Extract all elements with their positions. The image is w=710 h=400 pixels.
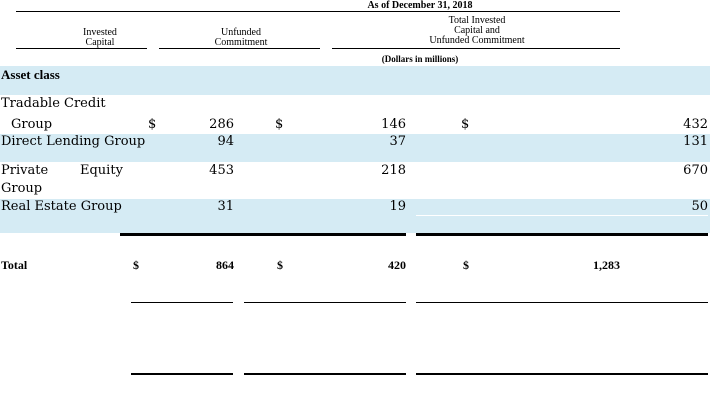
section-label: Asset class <box>1 67 60 82</box>
col-header-total-line3: Unfunded Commitment <box>429 35 525 46</box>
row-real-estate-band <box>0 199 710 233</box>
row-real-estate-unfunded: 19 <box>389 199 406 214</box>
col-header-total-line2: Capital and <box>454 25 500 36</box>
col-header-unfunded-line1: Unfunded <box>221 27 261 38</box>
bottom-rule-1c <box>416 302 708 303</box>
row-real-estate-total: 50 <box>691 199 708 214</box>
total-cur1: $ <box>133 258 139 272</box>
row-private-equity-unfunded: 218 <box>381 163 406 178</box>
col-header-total-rule <box>332 48 620 49</box>
row-tradable-credit-cur1: $ <box>148 117 157 132</box>
bottom-rule-1b <box>244 302 406 303</box>
units-label: (Dollars in millions) <box>381 54 459 64</box>
bottom-rule-1a <box>131 302 233 303</box>
row-direct-lending-unfunded: 37 <box>389 134 406 149</box>
col-header-unfunded: Unfunded Commitment <box>196 28 286 48</box>
row-tradable-credit-label-line1: Tradable Credit <box>1 96 106 111</box>
subtotal-thick-rule-2 <box>416 233 708 236</box>
header-top-rule <box>16 11 620 12</box>
row-private-equity-total: 670 <box>683 163 708 178</box>
total-cur3: $ <box>463 258 469 272</box>
col-header-invested-line1: Invested <box>83 27 117 38</box>
row-tradable-credit-label-line2: Group <box>11 117 53 132</box>
total-invested: 864 <box>216 258 234 272</box>
period-heading: As of December 31, 2018 <box>367 0 473 11</box>
row-real-estate-label: Real Estate Group <box>1 199 122 214</box>
total-cur2: $ <box>277 258 283 272</box>
row-real-estate-invested: 31 <box>217 199 234 214</box>
col-header-invested-line2: Capital <box>85 37 115 48</box>
row-private-equity-label-line1: Private <box>1 163 49 178</box>
col-header-invested: Invested Capital <box>60 28 140 48</box>
row-private-equity-invested: 453 <box>209 163 234 178</box>
row-real-estate-total-underline <box>416 215 708 216</box>
row-tradable-credit-invested: 286 <box>209 117 234 132</box>
row-tradable-credit-cur2: $ <box>275 117 284 132</box>
row-direct-lending-total: 131 <box>683 134 708 149</box>
subtotal-thick-rule-1 <box>120 233 406 236</box>
row-direct-lending-label: Direct Lending Group <box>1 134 146 149</box>
row-direct-lending-band <box>0 134 710 162</box>
bottom-rule-2a <box>131 373 233 375</box>
col-header-unfunded-rule <box>159 48 320 49</box>
row-private-equity-label-line2: Group <box>1 181 43 196</box>
row-private-equity-label-mid: Equity <box>80 163 123 178</box>
total-unfunded: 420 <box>388 258 406 272</box>
col-header-total: Total Invested Capital and Unfunded Comm… <box>412 16 542 46</box>
total-label: Total <box>1 258 28 272</box>
section-band <box>0 66 710 95</box>
row-direct-lending-invested: 94 <box>217 134 234 149</box>
bottom-rule-2c <box>416 373 708 375</box>
row-tradable-credit-total: 432 <box>683 117 708 132</box>
row-tradable-credit-unfunded: 146 <box>381 117 406 132</box>
total-total: 1,283 <box>593 258 620 272</box>
col-header-invested-rule <box>16 48 147 49</box>
bottom-rule-2b <box>244 373 406 375</box>
col-header-unfunded-line2: Commitment <box>214 37 268 48</box>
row-tradable-credit-cur3: $ <box>461 117 470 132</box>
col-header-total-line1: Total Invested <box>448 15 506 26</box>
